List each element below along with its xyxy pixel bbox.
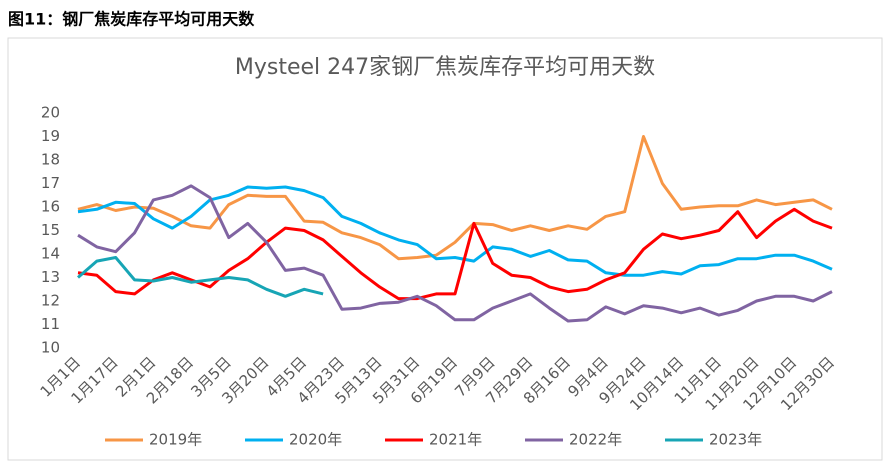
y-tick-label: 17 — [41, 174, 60, 192]
y-tick-label: 11 — [41, 315, 60, 333]
figure-caption: 图11：钢厂焦炭库存平均可用天数 — [8, 10, 255, 29]
line-series — [77, 207, 833, 301]
y-tick-label: 19 — [41, 127, 60, 145]
y-tick-label: 15 — [41, 221, 60, 239]
y-tick-label: 20 — [41, 104, 60, 122]
y-tick-label: 16 — [41, 198, 60, 216]
legend-label: 2019年 — [149, 431, 202, 449]
legend-label: 2020年 — [289, 431, 342, 449]
legend-label: 2023年 — [709, 431, 762, 449]
y-tick-label: 14 — [41, 245, 60, 263]
chart-title: Mysteel 247家钢厂焦炭库存平均可用天数 — [235, 55, 655, 80]
line-series — [77, 135, 833, 261]
y-tick-label: 18 — [41, 151, 60, 169]
y-tick-label: 12 — [41, 292, 60, 310]
y-tick-label: 13 — [41, 268, 60, 286]
legend-label: 2021年 — [429, 431, 482, 449]
legend-label: 2022年 — [569, 431, 622, 449]
line-series — [77, 256, 324, 298]
line-series — [77, 184, 833, 323]
line-series — [77, 185, 833, 277]
chart-frame — [7, 37, 883, 461]
y-tick-label: 10 — [41, 339, 60, 357]
